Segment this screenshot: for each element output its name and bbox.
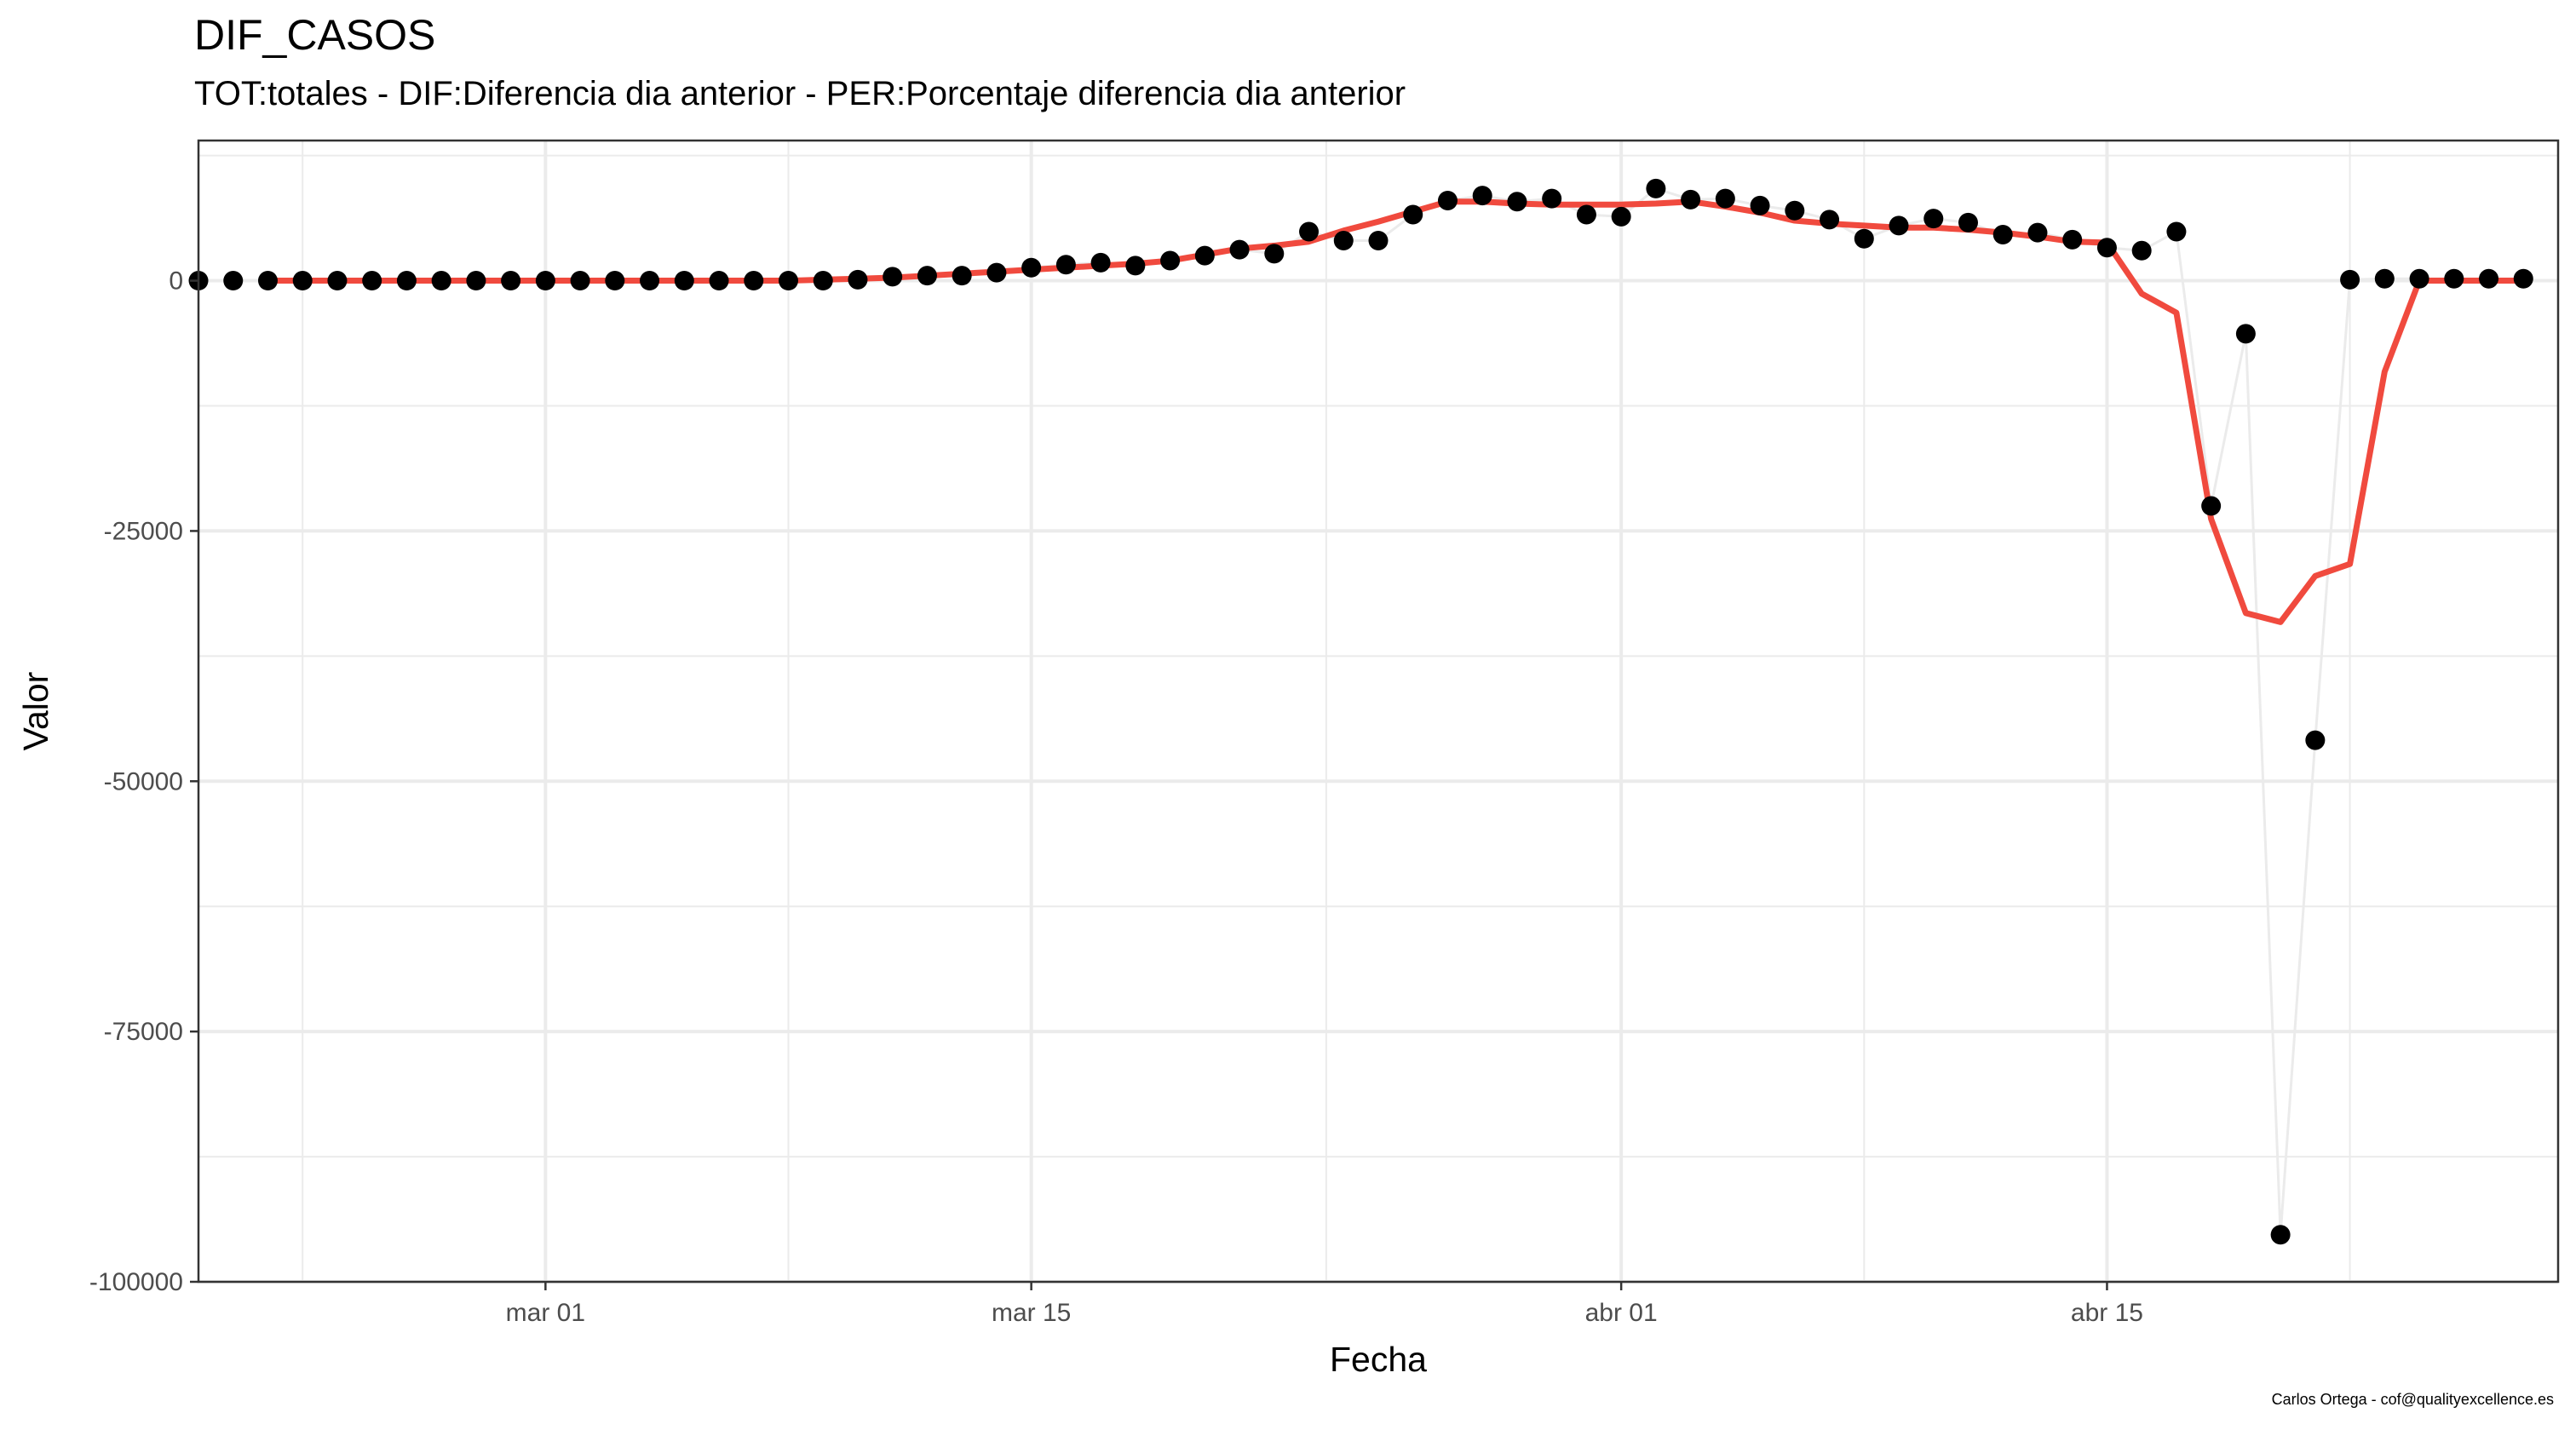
data-point — [2166, 221, 2187, 242]
data-point — [362, 271, 382, 291]
data-point — [2305, 730, 2326, 750]
x-tick-label: abr 01 — [1585, 1299, 1658, 1327]
data-point — [1923, 209, 1944, 229]
data-point — [1299, 221, 1320, 242]
data-point — [396, 271, 417, 291]
data-point — [466, 271, 486, 291]
chart-subtitle: TOT:totales - DIF:Diferencia dia anterio… — [194, 75, 1406, 112]
chart-caption: Carlos Ortega - cof@qualityexcellence.es — [2271, 1391, 2554, 1408]
data-point — [1264, 244, 1285, 264]
data-point — [570, 271, 590, 291]
data-point — [1194, 245, 1215, 266]
x-tick-label: mar 01 — [506, 1299, 585, 1327]
data-point — [2062, 229, 2083, 250]
data-point — [2409, 268, 2429, 289]
data-point — [1611, 206, 1631, 227]
data-point — [2479, 268, 2499, 289]
data-point — [2235, 324, 2256, 344]
data-point — [2027, 222, 2048, 243]
y-axis-title: Valor — [16, 672, 55, 751]
data-point — [1090, 252, 1111, 273]
chart-title: DIF_CASOS — [194, 11, 436, 59]
data-point — [1715, 188, 1735, 209]
y-tick-label: -100000 — [89, 1268, 183, 1296]
data-point — [986, 262, 1007, 283]
data-point — [257, 271, 278, 291]
data-point — [1403, 204, 1423, 225]
data-point — [1507, 192, 1527, 212]
y-tick-label: -75000 — [104, 1018, 183, 1046]
data-point — [1229, 239, 1250, 260]
data-point — [1125, 256, 1146, 276]
data-point — [1785, 200, 1805, 221]
data-point — [1576, 204, 1596, 225]
data-point — [1333, 231, 1354, 251]
data-point — [744, 271, 764, 291]
y-tick-label: 0 — [169, 267, 183, 296]
data-point — [779, 271, 798, 291]
data-point — [1368, 231, 1389, 251]
data-point — [1750, 195, 1770, 215]
data-point — [709, 271, 729, 291]
data-point — [1437, 191, 1458, 211]
data-point — [2270, 1225, 2291, 1245]
data-point — [535, 271, 555, 291]
data-point — [2201, 496, 2222, 516]
data-point — [223, 271, 244, 291]
data-point — [1889, 215, 1909, 236]
data-point — [2340, 269, 2360, 290]
data-point — [501, 271, 521, 291]
data-point — [674, 271, 694, 291]
data-point — [1055, 255, 1076, 275]
data-point — [327, 271, 348, 291]
data-point — [1160, 250, 1181, 271]
x-tick-label: mar 15 — [992, 1299, 1071, 1327]
data-point — [1472, 186, 1492, 206]
data-point — [883, 267, 903, 287]
panel-border — [197, 139, 2560, 1284]
x-tick-label: abr 15 — [2071, 1299, 2143, 1327]
data-point — [1542, 188, 1562, 209]
data-point — [813, 271, 833, 291]
data-point — [431, 271, 451, 291]
data-point — [1681, 189, 1701, 210]
x-axis-title: Fecha — [1330, 1340, 1427, 1379]
data-point — [640, 271, 660, 291]
data-point — [917, 266, 937, 286]
data-point — [1646, 178, 1666, 198]
data-point — [2374, 268, 2395, 289]
data-point — [2444, 268, 2464, 289]
data-point — [1992, 224, 2013, 244]
data-point — [952, 266, 972, 286]
data-point — [605, 271, 625, 291]
y-tick-label: -50000 — [104, 767, 183, 795]
data-point — [1958, 212, 1978, 233]
data-point — [1820, 210, 1840, 230]
data-point — [292, 271, 313, 291]
data-point — [1021, 257, 1042, 278]
y-tick-label: -25000 — [104, 517, 183, 545]
data-point — [2513, 268, 2533, 289]
panel-background — [198, 141, 2558, 1282]
data-point — [1854, 228, 1874, 249]
data-point — [2131, 240, 2152, 261]
data-point — [2096, 238, 2117, 258]
data-point — [848, 269, 868, 290]
